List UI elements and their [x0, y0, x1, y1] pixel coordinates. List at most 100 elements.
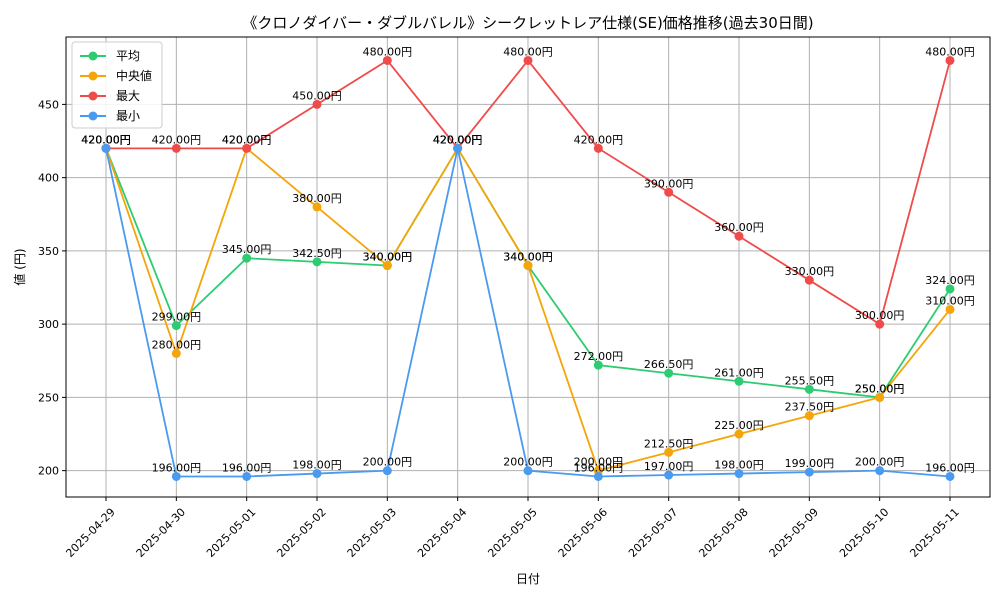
data-point-2	[593, 143, 603, 153]
data-label-3: 196.00円	[222, 461, 272, 474]
x-tick-label: 2025-05-11	[907, 506, 961, 560]
data-point-2	[664, 187, 674, 197]
data-label-1: 340.00円	[363, 251, 413, 264]
data-point-2	[242, 143, 252, 153]
x-axis-label: 日付	[516, 572, 540, 586]
data-label-3: 200.00円	[855, 456, 905, 469]
data-label-1: 250.00円	[855, 382, 905, 395]
data-point-3	[734, 469, 744, 479]
data-label-2: 300.00円	[855, 309, 905, 322]
x-tick-label: 2025-05-07	[626, 506, 680, 560]
data-label-0: 272.00円	[574, 350, 624, 363]
x-tick-label: 2025-05-08	[696, 506, 750, 560]
legend-entry-1: 中央値	[116, 68, 152, 83]
data-point-1	[171, 348, 181, 358]
data-point-0	[734, 376, 744, 386]
data-point-3	[453, 143, 463, 153]
data-label-3: 200.00円	[503, 456, 553, 469]
legend-entry-3: 最小	[116, 109, 140, 123]
data-label-3: 196.00円	[152, 461, 202, 474]
data-point-2	[171, 143, 181, 153]
data-label-3: 197.00円	[644, 460, 694, 473]
data-label-1: 225.00円	[714, 419, 764, 432]
y-tick-label: 200	[38, 465, 59, 478]
legend-entry-2: 最大	[116, 89, 140, 103]
legend-box	[71, 41, 163, 129]
data-label-2: 420.00円	[222, 133, 272, 146]
legend-marker	[88, 71, 98, 81]
data-point-2	[382, 55, 392, 65]
x-tick-label: 2025-04-29	[63, 506, 117, 560]
data-label-1: 380.00円	[292, 192, 342, 205]
legend-marker	[88, 51, 98, 61]
data-point-2	[734, 231, 744, 241]
data-label-2: 480.00円	[503, 45, 553, 58]
data-point-2	[804, 275, 814, 285]
data-label-2: 330.00円	[785, 265, 835, 278]
data-label-2: 360.00円	[714, 221, 764, 234]
data-point-3	[523, 466, 533, 476]
legend-marker	[88, 111, 98, 121]
data-label-3: 196.00円	[925, 461, 975, 474]
data-point-0	[664, 368, 674, 378]
data-label-0: 299.00円	[152, 311, 202, 324]
data-label-0: 255.50円	[785, 374, 835, 387]
data-point-0	[593, 360, 603, 370]
data-label-0: 324.00円	[925, 274, 975, 287]
data-label-0: 420.00円	[81, 133, 131, 146]
data-label-3: 198.00円	[714, 459, 764, 472]
data-point-3	[312, 469, 322, 479]
x-tick-label: 2025-05-05	[485, 506, 539, 560]
data-point-0	[171, 321, 181, 331]
data-label-1: 280.00円	[152, 338, 202, 351]
data-point-1	[875, 392, 885, 402]
data-point-1	[664, 447, 674, 457]
data-point-1	[523, 261, 533, 271]
y-axis-label: 値 (円)	[12, 248, 27, 285]
data-label-0: 345.00円	[222, 243, 272, 256]
data-point-1	[804, 411, 814, 421]
data-point-3	[101, 143, 111, 153]
data-label-1: 200.00円	[574, 456, 624, 469]
x-tick-label: 2025-05-10	[837, 506, 891, 560]
data-label-1: 420.00円	[433, 133, 483, 146]
x-tick-label: 2025-05-09	[767, 506, 821, 560]
data-point-3	[875, 466, 885, 476]
data-label-2: 450.00円	[292, 89, 342, 102]
data-label-1: 420.00円	[81, 133, 131, 146]
data-label-1: 212.50円	[644, 437, 694, 450]
data-label-1: 340.00円	[503, 251, 553, 264]
y-tick-label: 400	[38, 172, 59, 185]
data-label-3: 198.00円	[292, 459, 342, 472]
x-tick-label: 2025-05-04	[415, 506, 469, 560]
x-tick-label: 2025-05-03	[345, 506, 399, 560]
data-label-0: 266.50円	[644, 358, 694, 371]
data-label-2: 420.00円	[433, 133, 483, 146]
data-point-0	[242, 253, 252, 263]
data-label-3: 196.00円	[574, 461, 624, 474]
data-point-0	[945, 284, 955, 294]
data-label-3: 420.00円	[81, 133, 131, 146]
data-point-1	[945, 304, 955, 314]
data-label-3: 420.00円	[433, 133, 483, 146]
data-point-0	[804, 384, 814, 394]
y-tick-label: 300	[38, 318, 59, 331]
data-label-2: 480.00円	[925, 45, 975, 58]
x-tick-label: 2025-05-02	[274, 506, 328, 560]
series-layer	[101, 55, 955, 481]
data-point-0	[312, 257, 322, 267]
data-point-2	[523, 55, 533, 65]
data-point-3	[804, 467, 814, 477]
data-point-2	[875, 319, 885, 329]
data-label-1: 310.00円	[925, 294, 975, 307]
y-tick-label: 250	[38, 391, 59, 404]
y-tick-label: 350	[38, 245, 59, 258]
data-labels-layer: 420.00円 299.00円 345.00円 342.50円 340.00円 420.0…	[81, 45, 975, 474]
data-point-3	[171, 471, 181, 481]
data-label-2: 420.00円	[81, 133, 131, 146]
data-point-3	[664, 470, 674, 480]
data-label-3: 199.00円	[785, 457, 835, 470]
x-tick-label: 2025-05-01	[204, 506, 258, 560]
data-point-1	[312, 202, 322, 212]
